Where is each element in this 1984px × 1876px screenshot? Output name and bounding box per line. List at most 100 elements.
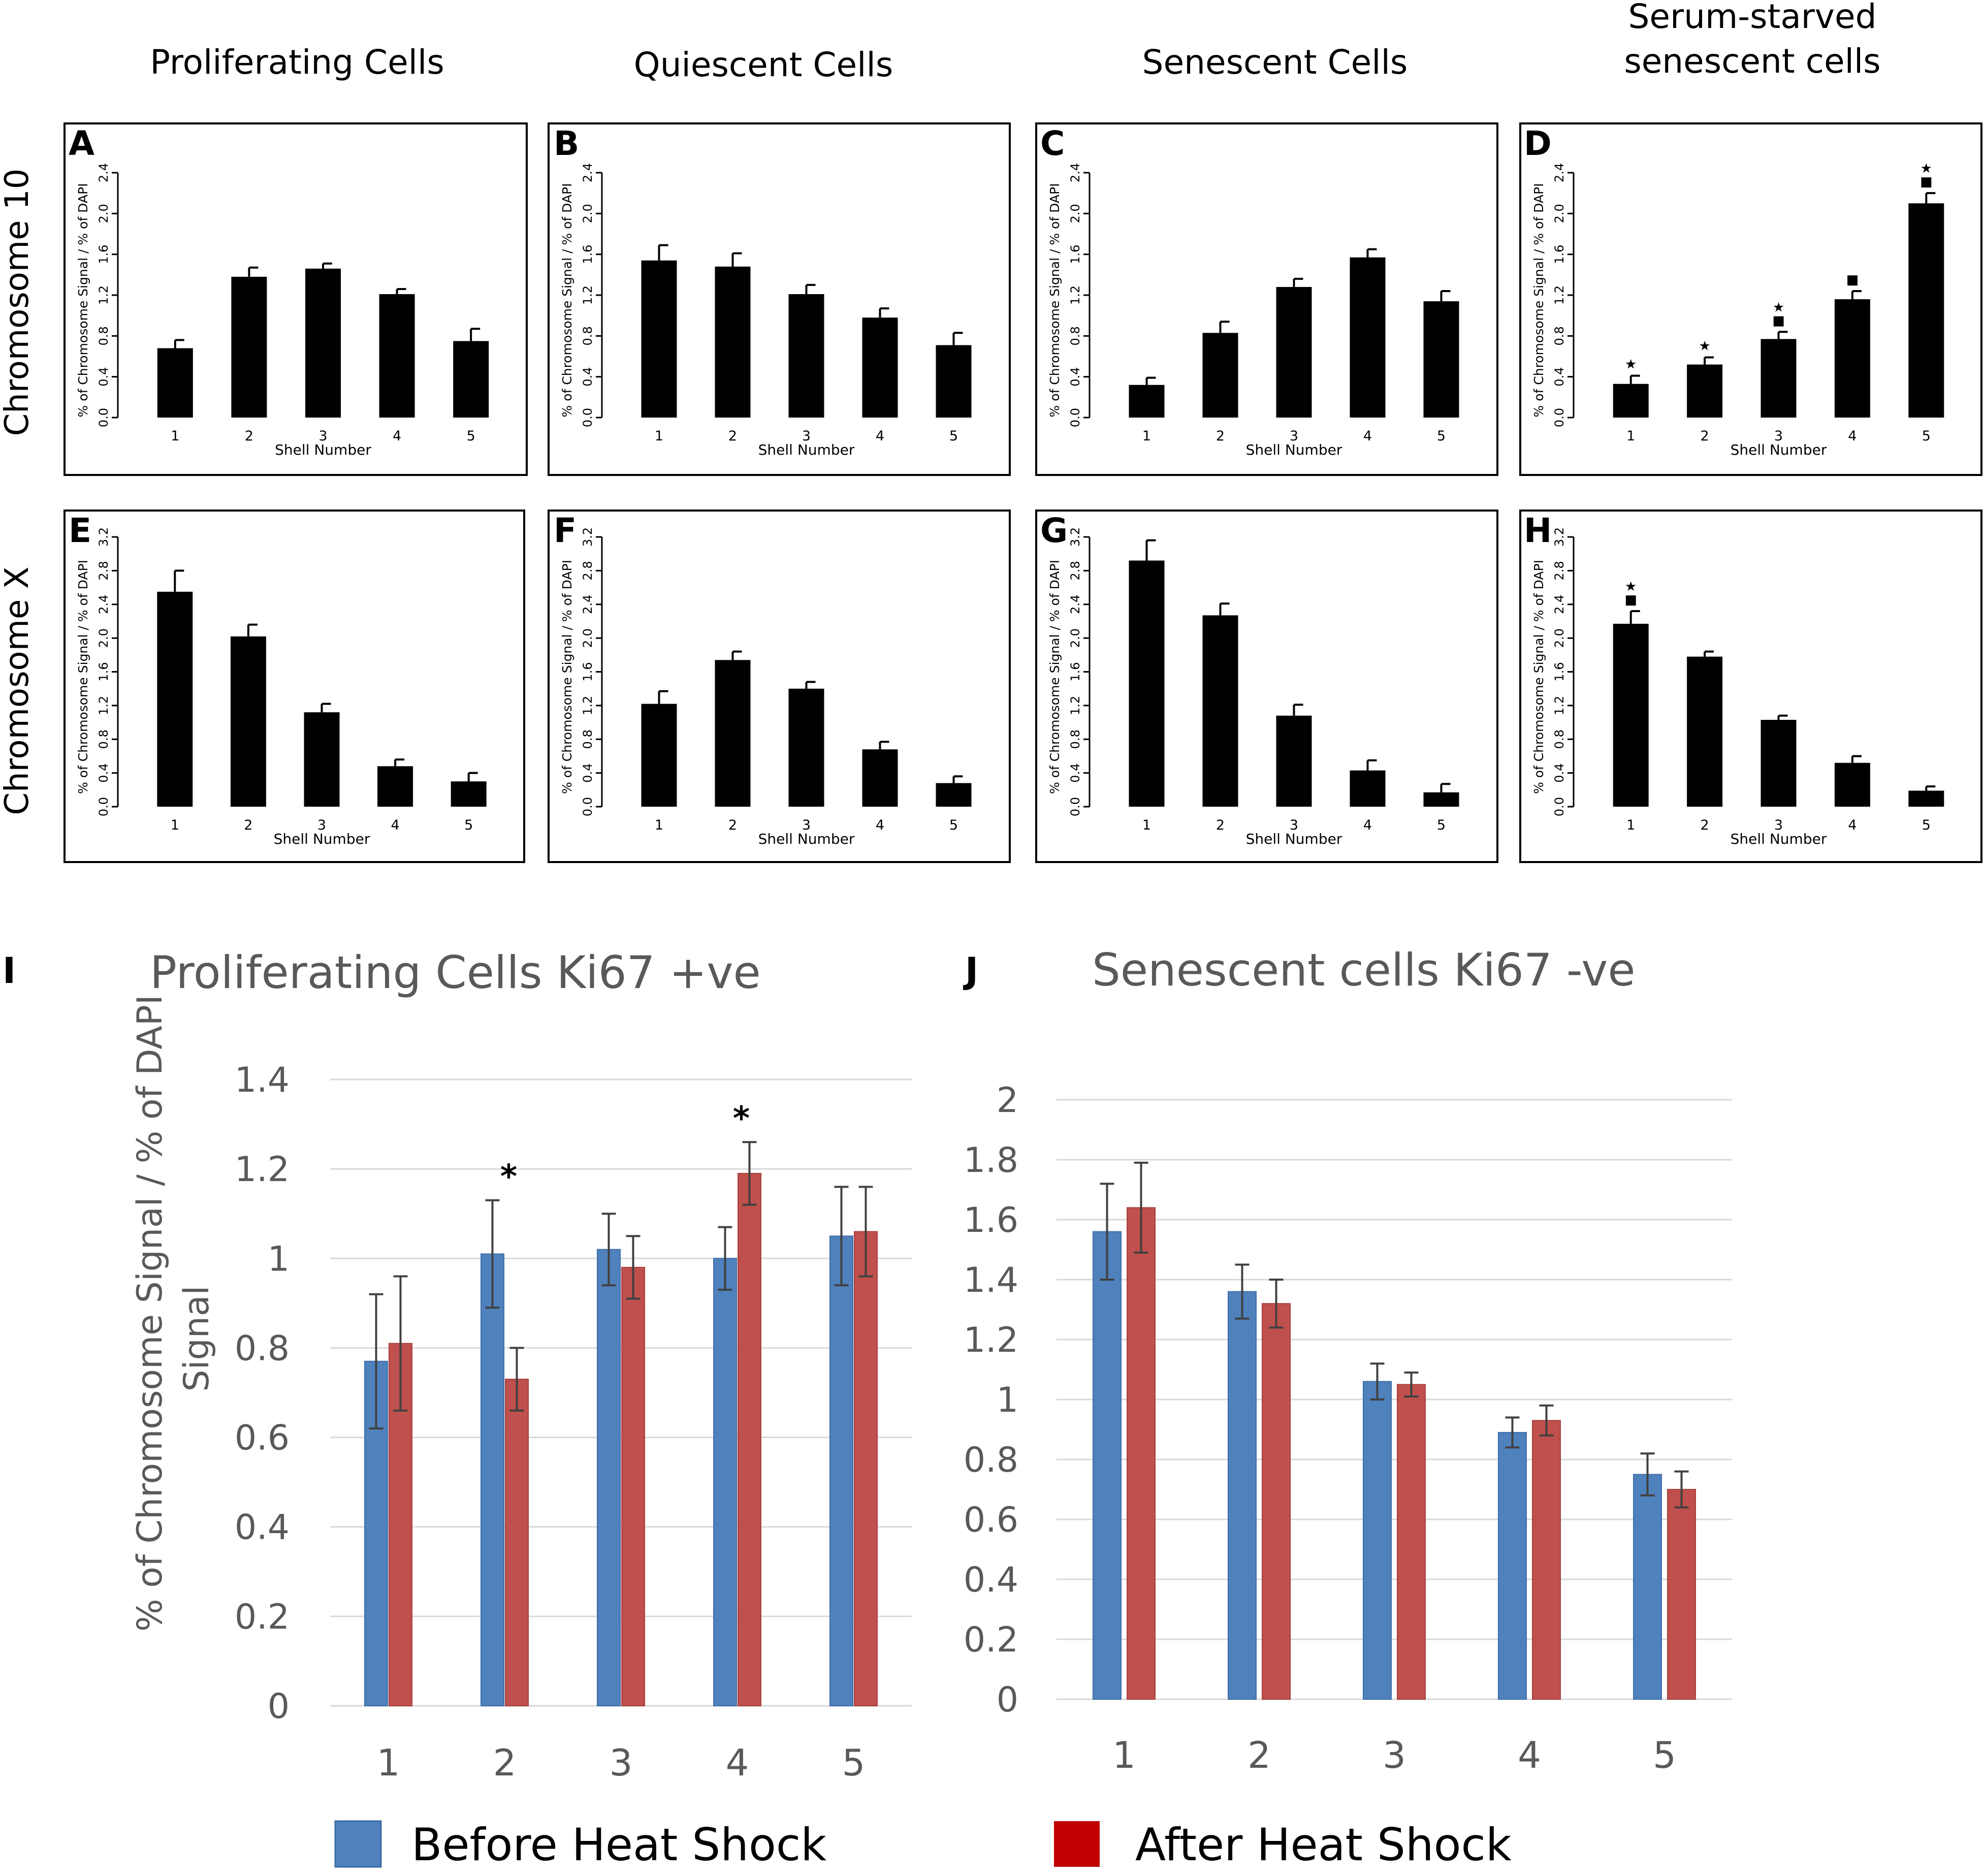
panel-a-frame — [63, 122, 528, 476]
y-tick-label: 0 — [268, 1687, 290, 1727]
y-tick-label: 0.8 — [1068, 729, 1082, 749]
x-tick-label: 5 — [1437, 817, 1446, 833]
chart-i-ylabel-line2: Signal — [177, 1286, 217, 1392]
y-tick-label: 1.6 — [1068, 662, 1082, 681]
x-axis-label: Shell Number — [758, 441, 855, 458]
chart-b-plot: 0.0 0.4 0.8 1.2 1.6 2.0 2.4 % of Chromosome Sig… — [560, 163, 972, 458]
y-tick-label: 1.4 — [964, 1260, 1018, 1300]
y-tick-label: 0.0 — [1068, 408, 1082, 427]
y-tick-label: 1.6 — [964, 1200, 1018, 1241]
x-tick-label: 5 — [949, 817, 958, 833]
bar — [1276, 715, 1312, 807]
y-tick-label: 2.8 — [97, 561, 111, 580]
y-axis-label: % of Chromosome Signal / % of DAPI — [560, 560, 574, 794]
y-tick-label: 0.0 — [581, 408, 595, 427]
x-tick-label: 1 — [655, 428, 663, 444]
y-tick-label: 2.0 — [581, 204, 595, 223]
x-tick-label: 2 — [493, 1741, 517, 1784]
x-tick-label: 3 — [802, 428, 811, 444]
panel-f-frame — [548, 510, 1011, 863]
x-tick-label: 2 — [1247, 1734, 1271, 1776]
chart-j-plot: 0 0.2 0.4 0.6 0.8 1 1.2 1.4 1.6 1.8 2 1 2 3 4 5 — [964, 1080, 1732, 1776]
bar — [1687, 656, 1723, 807]
chart-c-plot: 0.0 0.4 0.8 1.2 1.6 2.0 2.4 % of Chromosome Sig… — [1047, 163, 1459, 458]
bar-before-heat-shock — [713, 1258, 737, 1706]
y-tick-label: 0.0 — [1552, 797, 1566, 816]
legend-label-after: After Heat Shock — [1135, 1819, 1512, 1871]
x-tick-label: 4 — [1363, 817, 1372, 833]
y-tick-label: 0.4 — [1552, 764, 1566, 783]
chart-h-plot: 0.0 0.4 0.8 1.2 1.6 2.0 2.4 2.8 3.2 % of Chromoso… — [1531, 527, 1944, 847]
bar — [304, 712, 340, 807]
y-tick-label: 0.0 — [1068, 797, 1082, 816]
bar — [1687, 364, 1723, 418]
x-tick-label: 4 — [876, 428, 884, 444]
bar — [1276, 287, 1312, 418]
panel-letter-h: H — [1524, 511, 1552, 550]
bar — [377, 766, 413, 807]
significance-star: ★ — [1921, 161, 1932, 176]
chart-e-plot: 0.0 0.4 0.8 1.2 1.6 2.0 2.4 2.8 3.2 % of Chromoso… — [76, 527, 487, 847]
y-tick-label: 1.2 — [97, 696, 111, 715]
y-tick-label: 2 — [997, 1080, 1018, 1121]
y-tick-label: 0.8 — [964, 1440, 1018, 1480]
y-tick-label: 1.2 — [1068, 285, 1082, 305]
y-tick-label: 1.6 — [1552, 662, 1566, 681]
bar-before-heat-shock — [1228, 1291, 1257, 1700]
bar — [1908, 203, 1944, 418]
y-tick-label: 2.0 — [1552, 204, 1566, 223]
legend-swatch-before — [334, 1820, 382, 1868]
y-tick-label: 2.0 — [1552, 628, 1566, 648]
panel-e-frame — [63, 510, 525, 863]
bar — [1129, 560, 1165, 807]
significance-star: ★ — [1773, 300, 1784, 315]
x-tick-label: 1 — [1142, 817, 1151, 833]
bar-after-heat-shock — [1667, 1489, 1696, 1700]
legend-swatch-after — [1054, 1821, 1100, 1867]
y-tick-label: 0.0 — [97, 408, 111, 427]
y-tick-label: 0.2 — [235, 1597, 290, 1637]
x-tick-label: 2 — [728, 817, 737, 833]
bar-after-heat-shock — [505, 1379, 529, 1707]
bar — [231, 276, 267, 418]
y-axis-label: % of Chromosome Signal / % of DAPI — [1047, 183, 1062, 418]
bar-before-heat-shock — [481, 1253, 504, 1706]
bar-before-heat-shock — [597, 1249, 621, 1706]
panel-d-frame — [1519, 122, 1982, 476]
col-header-quiescent: Quiescent Cells — [634, 45, 893, 84]
x-tick-label: 3 — [1774, 817, 1783, 833]
chart-d-plot: 0.0 0.4 0.8 1.2 1.6 2.0 2.4 % of Chromosome Sig… — [1531, 161, 1944, 458]
bar — [305, 268, 341, 418]
x-tick-label: 1 — [655, 817, 663, 833]
bar — [1613, 384, 1649, 418]
bar — [157, 591, 193, 807]
bar — [1423, 301, 1459, 418]
bar-before-heat-shock — [1633, 1474, 1662, 1700]
y-tick-label: 1.6 — [97, 662, 111, 681]
x-tick-label: 1 — [1626, 817, 1635, 833]
bar — [862, 317, 898, 418]
x-tick-label: 2 — [245, 428, 253, 444]
bar — [715, 660, 751, 807]
col-header-serum-starved: Serum-starved senescent cells — [1624, 0, 1880, 81]
y-tick-label: 0.8 — [581, 326, 595, 345]
bar — [451, 781, 487, 807]
bar — [1350, 257, 1386, 418]
bar — [641, 260, 677, 418]
y-tick-label: 2.8 — [581, 561, 595, 580]
x-tick-label: 3 — [317, 817, 326, 833]
y-tick-label: 0.4 — [235, 1508, 290, 1548]
y-tick-label: 1.6 — [581, 662, 595, 681]
y-tick-label: 0.0 — [581, 797, 595, 816]
x-tick-label: 5 — [1437, 428, 1446, 444]
bar — [1908, 790, 1944, 807]
chart-f-plot: 0.0 0.4 0.8 1.2 1.6 2.0 2.4 2.8 3.2 % of Chromoso… — [560, 527, 972, 847]
x-tick-label: 2 — [1701, 817, 1709, 833]
x-tick-label: 4 — [726, 1741, 749, 1784]
bar — [1129, 385, 1165, 418]
y-tick-label: 0.4 — [964, 1560, 1018, 1600]
bar-after-heat-shock — [1127, 1207, 1156, 1700]
chart-i-plot: 0 0.2 0.4 0.6 0.8 1 1.2 1.4 1 2 * 3 4 * 5 — [235, 1060, 912, 1784]
bar — [788, 688, 824, 807]
panel-g-frame — [1035, 510, 1498, 863]
